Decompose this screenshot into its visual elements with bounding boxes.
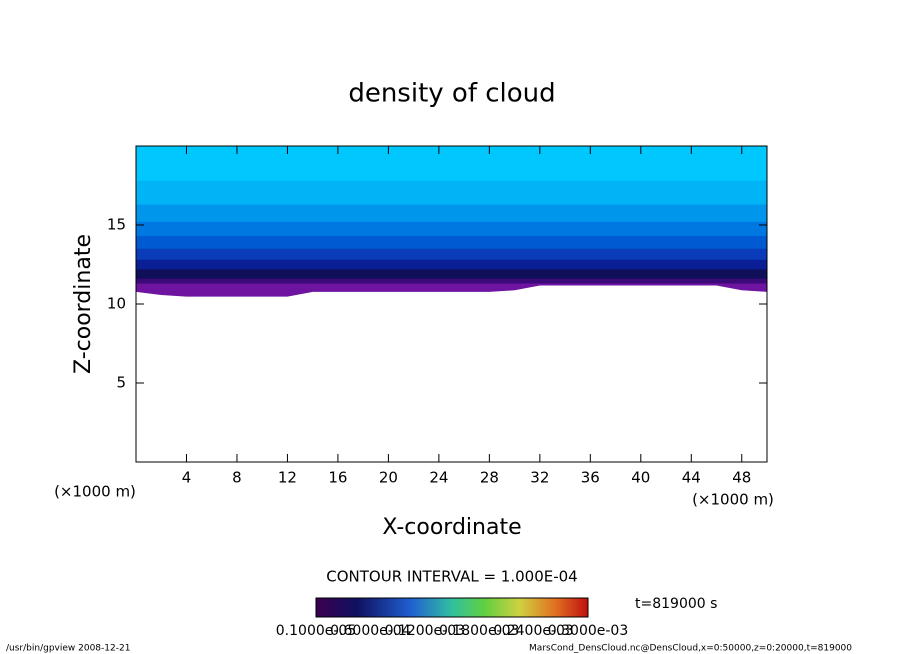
x-unit: (×1000 m) bbox=[54, 483, 136, 501]
y-axis-title: Z-coordinate bbox=[71, 234, 96, 374]
y-tick-label: 5 bbox=[116, 374, 126, 392]
chart-title: density of cloud bbox=[348, 79, 555, 109]
contour-band bbox=[136, 283, 767, 297]
x-tick-label: 20 bbox=[379, 469, 398, 487]
x-tick-label: 44 bbox=[682, 469, 701, 487]
x-tick-label: 36 bbox=[581, 469, 600, 487]
x-tick-label: 48 bbox=[732, 469, 751, 487]
x-tick-label: 12 bbox=[278, 469, 297, 487]
y-tick-label: 10 bbox=[107, 295, 126, 313]
x-unit: (×1000 m) bbox=[692, 491, 774, 509]
time-label: t=819000 s bbox=[635, 596, 717, 612]
colorbar-label: 0.1000e-05 bbox=[276, 623, 356, 639]
footer-right: MarsCond_DensCloud.nc@DensCloud,x=0:5000… bbox=[529, 644, 852, 654]
colorbar-label: 0.2400e-03 bbox=[493, 623, 573, 639]
x-tick-label: 24 bbox=[429, 469, 448, 487]
colorbar-label: 0.1800e-03 bbox=[439, 623, 519, 639]
x-axis-title: X-coordinate bbox=[382, 515, 521, 540]
footer-left: /usr/bin/gpview 2008-12-21 bbox=[6, 644, 130, 654]
colorbar bbox=[315, 597, 589, 618]
x-tick-label: 4 bbox=[182, 469, 192, 487]
x-tick-label: 28 bbox=[480, 469, 499, 487]
x-tick-label: 40 bbox=[631, 469, 650, 487]
contour-interval: CONTOUR INTERVAL = 1.000E-04 bbox=[326, 568, 577, 586]
x-tick-label: 32 bbox=[530, 469, 549, 487]
colorbar-label: 0.3000e-03 bbox=[548, 623, 628, 639]
colorbar-label: 0.1200e-03 bbox=[385, 623, 465, 639]
x-tick-label: 16 bbox=[328, 469, 347, 487]
colorbar-label: 0.6000e-04 bbox=[330, 623, 411, 639]
y-tick-label: 15 bbox=[107, 216, 126, 234]
plot-area bbox=[136, 146, 767, 297]
cloud-base bbox=[136, 284, 767, 297]
x-tick-label: 8 bbox=[232, 469, 242, 487]
